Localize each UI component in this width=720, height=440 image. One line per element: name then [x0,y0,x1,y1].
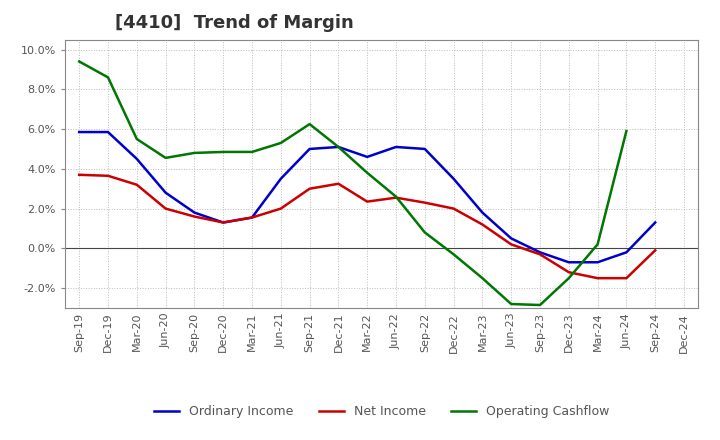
Ordinary Income [478,210,487,215]
Net Income [564,270,573,275]
Ordinary Income [75,129,84,135]
Operating Cashflow [478,275,487,281]
Ordinary Income [449,176,458,181]
Operating Cashflow [104,75,112,80]
Net Income [593,275,602,281]
Operating Cashflow [161,155,170,161]
Net Income [622,275,631,281]
Net Income [449,206,458,211]
Net Income [161,206,170,211]
Operating Cashflow [593,242,602,247]
Ordinary Income [363,154,372,160]
Net Income [651,248,660,253]
Net Income [104,173,112,179]
Net Income [392,195,400,200]
Ordinary Income [564,260,573,265]
Net Income [219,220,228,225]
Line: Operating Cashflow: Operating Cashflow [79,62,626,305]
Operating Cashflow [564,275,573,281]
Ordinary Income [305,147,314,152]
Ordinary Income [248,215,256,220]
Ordinary Income [593,260,602,265]
Net Income [363,199,372,204]
Ordinary Income [104,129,112,135]
Net Income [190,214,199,219]
Ordinary Income [536,249,544,255]
Ordinary Income [507,236,516,241]
Operating Cashflow [190,150,199,156]
Net Income [536,252,544,257]
Net Income [334,181,343,187]
Ordinary Income [190,210,199,215]
Operating Cashflow [536,302,544,308]
Net Income [507,242,516,247]
Operating Cashflow [392,194,400,199]
Net Income [75,172,84,177]
Operating Cashflow [363,170,372,176]
Ordinary Income [276,176,285,181]
Net Income [248,215,256,220]
Ordinary Income [161,190,170,195]
Net Income [276,206,285,211]
Operating Cashflow [132,136,141,142]
Operating Cashflow [248,149,256,154]
Operating Cashflow [305,121,314,127]
Ordinary Income [334,144,343,150]
Operating Cashflow [219,149,228,154]
Ordinary Income [392,144,400,150]
Legend: Ordinary Income, Net Income, Operating Cashflow: Ordinary Income, Net Income, Operating C… [149,400,614,423]
Operating Cashflow [75,59,84,64]
Text: [4410]  Trend of Margin: [4410] Trend of Margin [115,15,354,33]
Operating Cashflow [334,144,343,150]
Ordinary Income [651,220,660,225]
Operating Cashflow [622,128,631,134]
Ordinary Income [132,156,141,161]
Net Income [132,182,141,187]
Line: Ordinary Income: Ordinary Income [79,132,655,262]
Net Income [305,186,314,191]
Operating Cashflow [276,140,285,146]
Line: Net Income: Net Income [79,175,655,278]
Operating Cashflow [420,230,429,235]
Operating Cashflow [507,301,516,307]
Ordinary Income [219,220,228,225]
Net Income [420,200,429,205]
Ordinary Income [420,147,429,152]
Ordinary Income [622,249,631,255]
Net Income [478,222,487,227]
Operating Cashflow [449,252,458,257]
